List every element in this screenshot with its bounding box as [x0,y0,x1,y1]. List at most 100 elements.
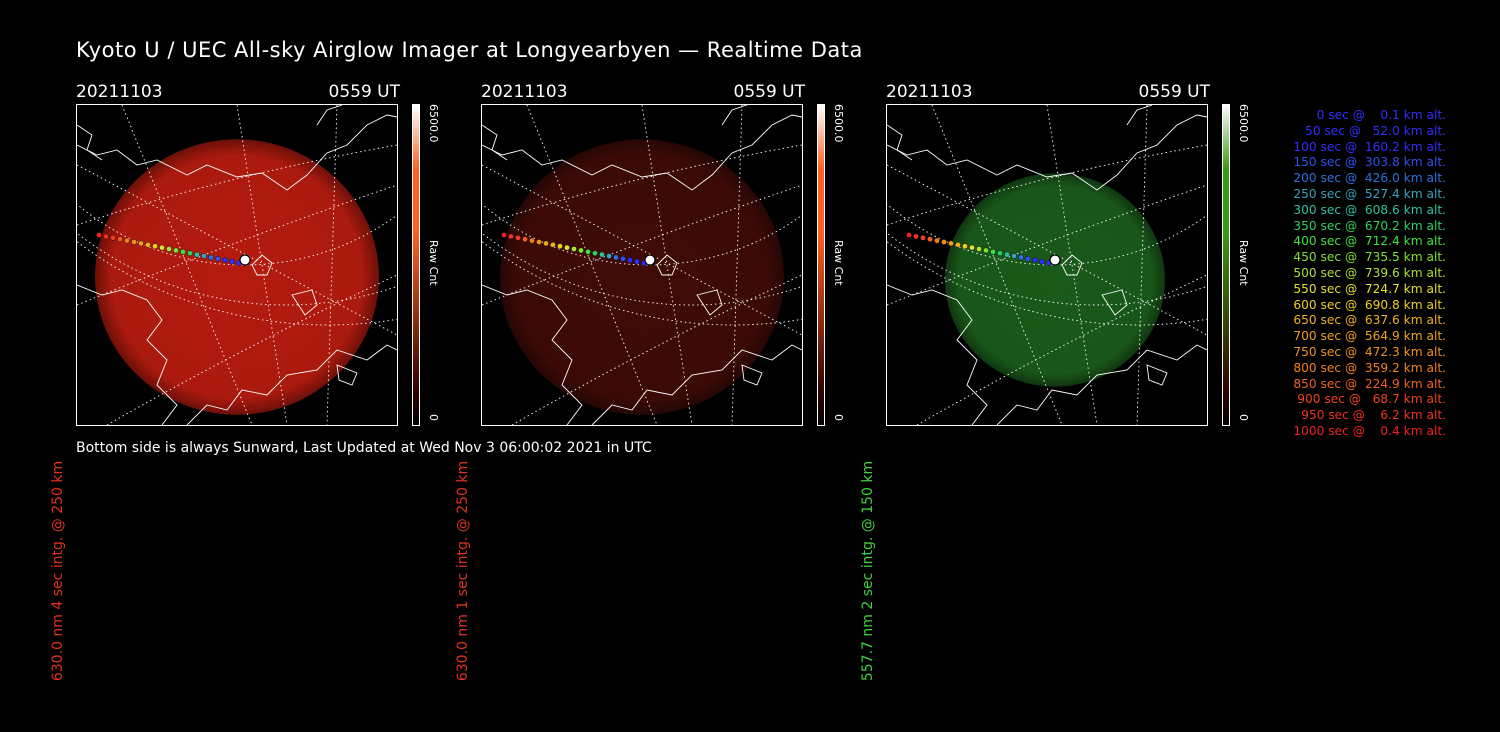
legend-row: 300 sec @ 608.6 km alt. [1289,202,1446,217]
airglow-disk [945,173,1165,387]
coastline [291,289,318,316]
longitude-line [1136,105,1148,425]
latitude-line [482,184,802,306]
trajectory-point [131,239,137,245]
trajectory-point [550,241,556,248]
coastline [482,284,583,425]
coastline [251,254,273,276]
colorbar-min: 0 [427,414,440,421]
map-overlay [482,105,802,425]
trajectory-point [138,240,144,247]
panel-date: 20211103 [76,82,163,102]
coastline [482,124,508,161]
legend-row: 950 sec @ 6.2 km alt. [1297,408,1446,423]
legend-row: 500 sec @ 739.6 km alt. [1289,265,1446,280]
panel-time: 0559 UT [733,82,806,102]
coastline [1101,289,1128,316]
airglow-disk [95,139,379,415]
legend-row: 0 sec @ 0.1 km alt. [1305,108,1446,122]
trajectory-point [1004,251,1010,258]
trajectory-point [634,258,640,265]
trajectory-point [208,254,214,261]
trajectory-point [215,255,221,262]
coastline [656,254,678,276]
allsky-image [76,104,398,426]
trajectory-point [1025,255,1031,262]
trajectory-point [913,233,919,240]
trajectory-point [117,236,123,242]
trajectory-point [1018,254,1024,261]
legend-row: 1000 sec @ 0.4 km alt. [1293,423,1446,438]
trajectory-point [920,234,926,241]
trajectory-point [592,250,598,256]
coastline [887,284,988,425]
trajectory-point [564,244,570,251]
latitude-line [916,274,1207,425]
trajectory-point [515,234,521,241]
trajectory-point [948,240,954,247]
latitude-line [511,274,802,425]
trajectory-point [536,239,542,245]
trajectory-point [955,241,961,248]
legend-row: 800 sec @ 359.2 km alt. [1289,360,1446,375]
colorbar-min: 0 [1237,414,1250,421]
coastline [887,124,913,161]
trajectory-point [620,255,626,262]
trajectory-point [599,251,605,258]
latitude-line [887,184,1207,306]
trajectory-point [152,243,158,249]
station-marker [644,254,656,266]
legend-row: 700 sec @ 564.9 km alt. [1289,329,1446,344]
trajectory-point [997,250,1003,256]
trajectory-point [110,234,116,241]
legend-row: 50 sec @ 52.0 km alt. [1297,123,1446,138]
trajectory-point [145,241,151,248]
station-marker [1049,254,1061,266]
coastline [77,114,397,191]
trajectory-point [606,253,612,259]
panel-630nm-4sec: 20211103 0559 UT 630.0 nm 4 sec intg. @ … [50,82,446,681]
trajectory-point [627,257,633,263]
trajectory-point [124,237,130,244]
trajectory-point [508,233,514,240]
coastline [696,289,723,316]
trajectory-point [557,243,563,249]
footer-note: Bottom side is always Sunward, Last Upda… [76,440,652,456]
longitude-line [77,164,397,336]
legend-row: 550 sec @ 724.7 km alt. [1289,281,1446,296]
allsky-image [886,104,1208,426]
legend-row: 900 sec @ 68.7 km alt. [1293,392,1446,407]
trajectory-point [962,243,968,249]
legend-row: 150 sec @ 303.8 km alt. [1289,155,1446,170]
longitude-line [887,164,1207,336]
panel-side-label: 557.7 nm 2 sec intg. @ 150 km [860,460,876,682]
longitude-line [482,164,802,336]
legend-row: 750 sec @ 472.3 km alt. [1289,344,1446,359]
panel-time: 0559 UT [1138,82,1211,102]
trajectory-point [585,248,591,255]
colorbar [412,104,420,426]
station-marker [239,254,251,266]
panel-630nm-1sec: 20211103 0559 UT 630.0 nm 1 sec intg. @ … [455,82,851,681]
legend-row: 250 sec @ 527.4 km alt. [1289,186,1446,201]
allsky-image [481,104,803,426]
trajectory-point [990,248,996,255]
map-overlay [887,105,1207,425]
coastline [721,105,748,126]
legend-row: 600 sec @ 690.8 km alt. [1289,297,1446,312]
page-title: Kyoto U / UEC All-sky Airglow Imager at … [76,38,863,62]
trajectory-point [180,248,186,255]
trajectory-point [1011,253,1017,259]
coastline [77,284,178,425]
trajectory-point [201,253,207,259]
trajectory-point [194,251,200,258]
colorbar-min: 0 [832,414,845,421]
trajectory-point [222,257,228,263]
colorbar [1222,104,1230,426]
legend-row: 200 sec @ 426.0 km alt. [1289,171,1446,186]
panel-time: 0559 UT [328,82,401,102]
longitude-line [731,105,743,425]
trajectory-point [571,246,577,252]
coastline [1126,105,1153,126]
trajectory-point [976,246,982,252]
